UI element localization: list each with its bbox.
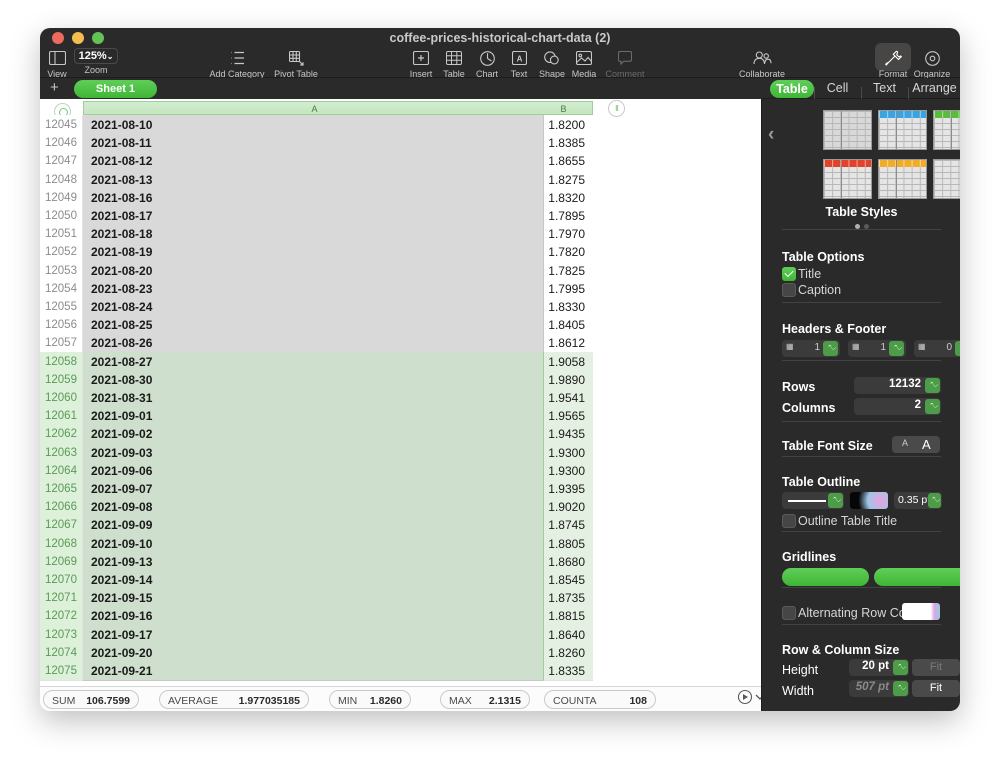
svg-text:A: A [516, 54, 522, 63]
